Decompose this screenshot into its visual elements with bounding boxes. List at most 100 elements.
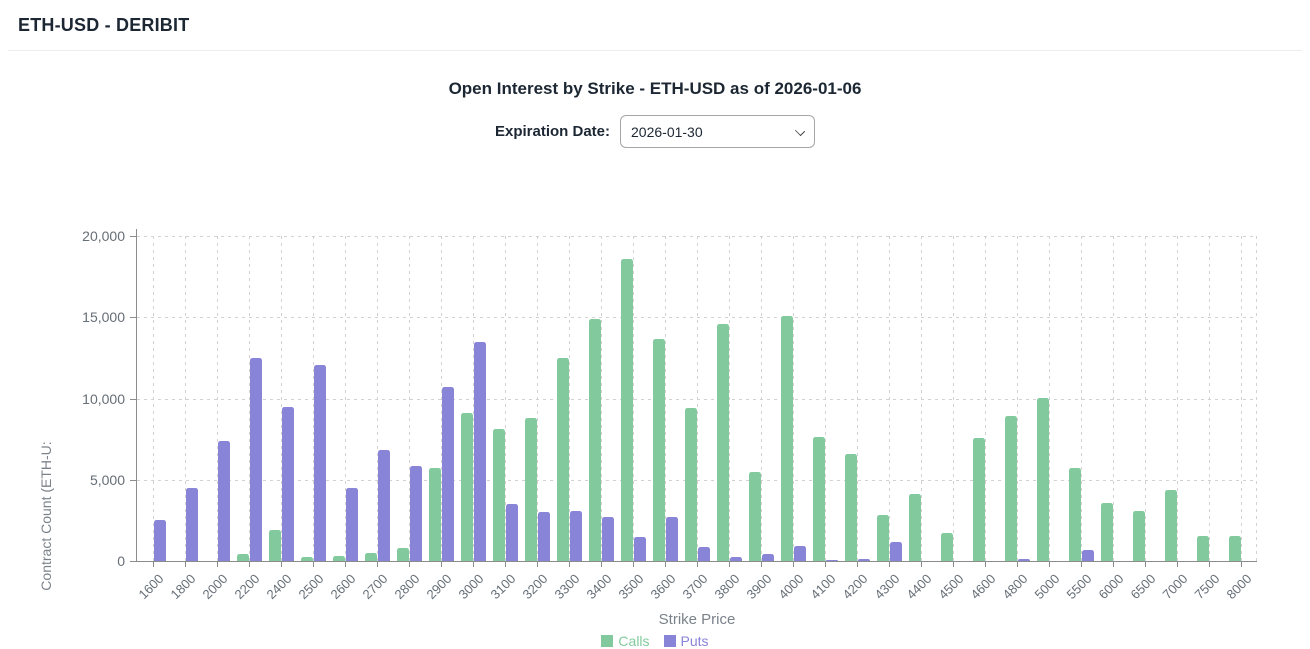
bar-puts-2000[interactable] (217, 441, 230, 561)
bar-calls-4100[interactable] (812, 437, 825, 561)
bar-calls-3000[interactable] (460, 413, 473, 561)
v-gridline (1113, 236, 1114, 561)
v-gridline (1241, 236, 1242, 561)
bar-puts-2700[interactable] (377, 450, 390, 561)
bar-calls-2700[interactable] (364, 553, 377, 561)
x-tick-label: 4400 (903, 571, 935, 603)
bar-calls-4300[interactable] (876, 515, 889, 561)
bar-calls-3700[interactable] (684, 408, 697, 561)
bar-pair-1600 (137, 520, 169, 561)
legend-item-puts[interactable]: Puts (663, 633, 709, 649)
strike-group-3300: 3300 (552, 236, 585, 602)
bar-puts-3300[interactable] (569, 511, 582, 561)
x-tick-label: 5000 (1031, 571, 1063, 603)
bar-calls-2200[interactable] (236, 554, 249, 561)
bar-calls-2500[interactable] (300, 557, 313, 561)
bar-puts-5500[interactable] (1081, 550, 1094, 561)
bar-calls-3200[interactable] (524, 418, 537, 561)
bar-puts-2800[interactable] (409, 466, 422, 561)
x-tick-mark (953, 561, 954, 567)
bar-calls-8000[interactable] (1228, 536, 1241, 561)
bar-puts-1600[interactable] (153, 520, 166, 561)
chart-card: Open Interest by Strike - ETH-USD as of … (0, 51, 1310, 649)
bar-puts-2600[interactable] (345, 488, 358, 561)
legend-item-calls[interactable]: Calls (601, 633, 650, 649)
bar-pair-1800 (169, 488, 201, 561)
bar-puts-3800[interactable] (729, 557, 742, 561)
bar-puts-2900[interactable] (441, 387, 454, 561)
legend-label-puts: Puts (680, 633, 709, 649)
v-gridline (601, 236, 602, 561)
bar-calls-4600[interactable] (972, 438, 985, 561)
y-tick-label: 20,000 (82, 228, 125, 244)
y-tick-mark (130, 317, 136, 319)
bar-calls-7500[interactable] (1196, 536, 1209, 561)
bar-calls-4800[interactable] (1004, 416, 1017, 561)
bar-puts-4200[interactable] (857, 559, 870, 561)
bar-calls-3100[interactable] (492, 429, 505, 561)
legend-label-calls: Calls (618, 633, 650, 649)
bar-calls-6500[interactable] (1132, 511, 1145, 561)
bar-calls-7000[interactable] (1164, 490, 1177, 561)
bar-calls-4400[interactable] (908, 494, 921, 561)
strike-group-4500: 4500 (936, 236, 969, 602)
bar-puts-3500[interactable] (633, 537, 646, 561)
bar-puts-2200[interactable] (249, 358, 262, 561)
x-tick-mark (217, 561, 218, 567)
x-tick-mark (729, 561, 730, 567)
x-tick-mark (761, 561, 762, 567)
bar-calls-3400[interactable] (588, 319, 601, 561)
bar-calls-3500[interactable] (620, 259, 633, 561)
x-tick-mark (409, 561, 410, 567)
expiration-date-select[interactable]: 2026-01-30 (620, 115, 816, 148)
bar-pair-8000 (1225, 536, 1257, 561)
bar-calls-3300[interactable] (556, 358, 569, 561)
bar-puts-2500[interactable] (313, 365, 326, 561)
bar-puts-3400[interactable] (601, 517, 614, 561)
v-gridline (889, 236, 890, 561)
bar-puts-4300[interactable] (889, 542, 902, 561)
expiration-date-label: Expiration Date: (494, 123, 611, 140)
bar-pair-6500 (1129, 511, 1161, 561)
x-tick-label: 3600 (647, 571, 679, 603)
bar-calls-4000[interactable] (780, 316, 793, 561)
bar-calls-5000[interactable] (1036, 398, 1049, 561)
bar-pair-7000 (1161, 490, 1193, 561)
bar-puts-3600[interactable] (665, 517, 678, 561)
x-tick-label: 2500 (295, 571, 327, 603)
bar-calls-5500[interactable] (1068, 468, 1081, 561)
bar-calls-3800[interactable] (716, 324, 729, 561)
bar-calls-6000[interactable] (1100, 503, 1113, 561)
bar-puts-3000[interactable] (473, 342, 486, 561)
x-tick-label: 7500 (1191, 571, 1223, 603)
bar-puts-1800[interactable] (185, 488, 198, 561)
strike-group-5000: 5000 (1032, 236, 1065, 602)
bar-puts-4800[interactable] (1017, 559, 1030, 561)
bar-calls-2800[interactable] (396, 548, 409, 561)
bar-puts-4100[interactable] (825, 560, 838, 561)
bar-pair-2900 (425, 387, 457, 561)
bar-calls-2600[interactable] (332, 556, 345, 561)
x-tick-mark (1049, 561, 1050, 567)
app-header: ETH-USD - DERIBIT (0, 0, 1310, 50)
bar-puts-3200[interactable] (537, 512, 550, 561)
bar-calls-2900[interactable] (428, 468, 441, 561)
bar-puts-3100[interactable] (505, 504, 518, 561)
strike-group-7500: 7500 (1192, 236, 1225, 602)
bar-pair-3400 (585, 319, 617, 561)
bar-calls-3600[interactable] (652, 339, 665, 561)
v-gridline (793, 236, 794, 561)
bar-puts-4000[interactable] (793, 546, 806, 561)
bar-calls-3900[interactable] (748, 472, 761, 561)
puts-swatch-icon (663, 635, 676, 647)
page-title: ETH-USD - DERIBIT (18, 14, 190, 35)
bar-puts-2400[interactable] (281, 407, 294, 561)
strike-group-3200: 3200 (520, 236, 553, 602)
bar-calls-2400[interactable] (268, 530, 281, 561)
bar-puts-3900[interactable] (761, 554, 774, 561)
x-tick-label: 6500 (1127, 571, 1159, 603)
bar-calls-4200[interactable] (844, 454, 857, 561)
strike-group-7000: 7000 (1160, 236, 1193, 602)
bar-puts-3700[interactable] (697, 547, 710, 561)
bar-calls-4500[interactable] (940, 533, 953, 561)
